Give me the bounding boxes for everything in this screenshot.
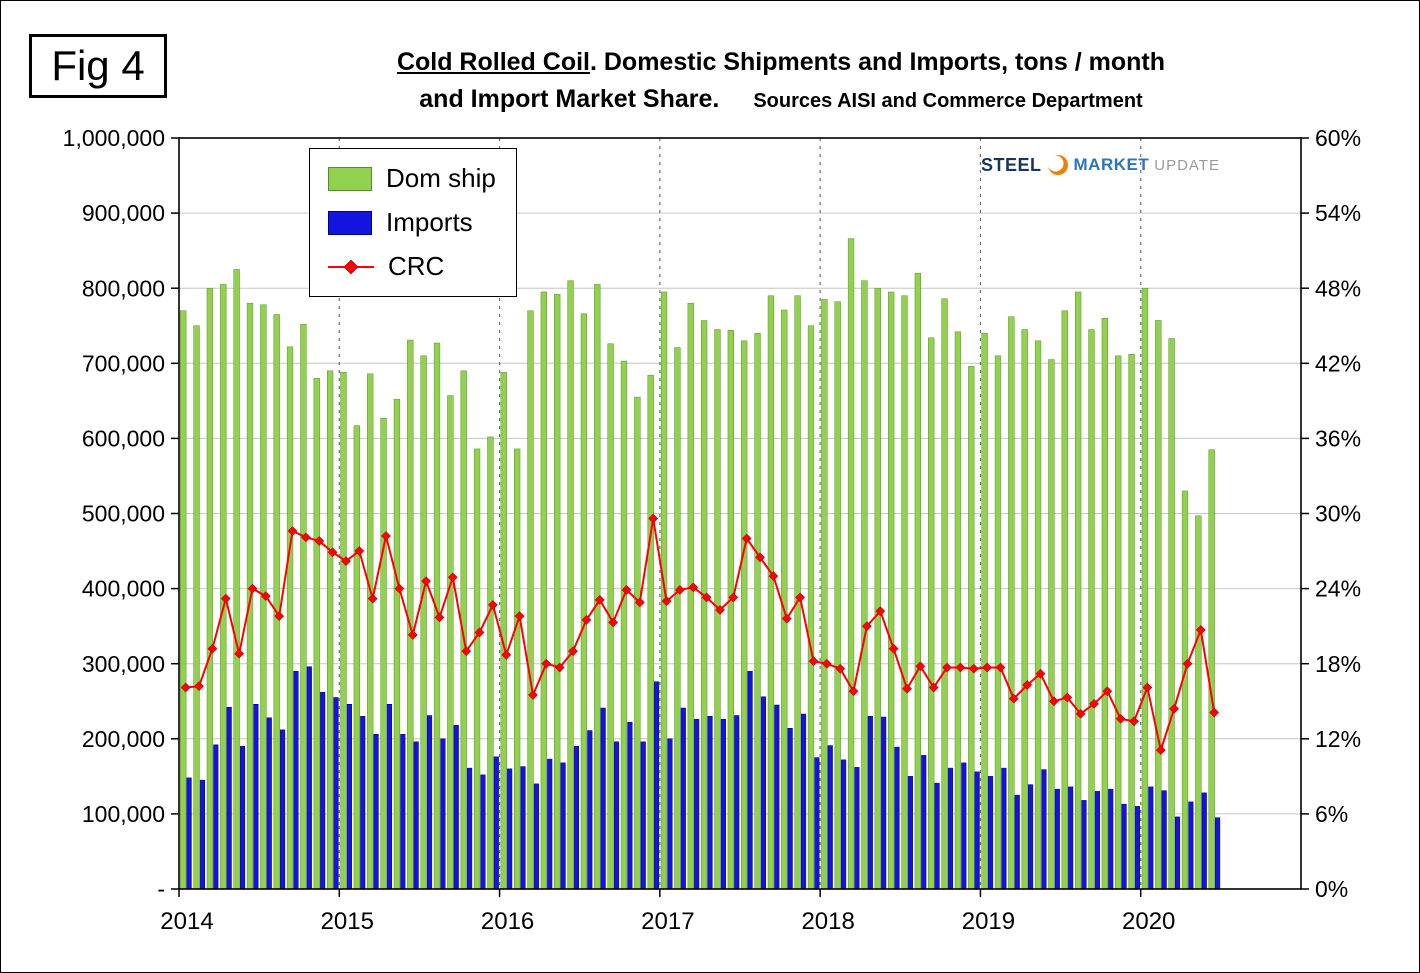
svg-text:2015: 2015 [321,908,374,935]
svg-text:2018: 2018 [801,908,854,935]
svg-text:0%: 0% [1315,876,1348,902]
svg-text:24%: 24% [1315,576,1361,602]
x-axis-labels: 2014 2015 2016 2017 2018 2019 2020 [160,889,1175,935]
figure-label: Fig 4 [51,42,145,89]
legend-label-dom-ship: Dom ship [386,163,496,193]
svg-text:54%: 54% [1315,200,1361,226]
logo-swoosh-icon [1047,155,1068,175]
legend-label-imports: Imports [386,207,473,237]
crc-markers [180,513,1220,756]
smu-logo: STEEL MARKET UPDATE [981,153,1220,177]
logo-update-text: UPDATE [1154,156,1220,174]
svg-text:100,000: 100,000 [82,801,165,827]
svg-text:2020: 2020 [1122,908,1175,935]
svg-text:200,000: 200,000 [82,726,165,752]
legend-item-crc: CRC [328,251,496,282]
svg-text:900,000: 900,000 [82,200,165,226]
chart-subtitle: and Import Market Share. [419,85,720,114]
logo-steel-text: STEEL [981,154,1042,175]
chart-legend: Dom ship Imports CRC [309,148,517,297]
plot-border [178,137,1302,890]
svg-text:2019: 2019 [962,908,1015,935]
figure-label-box: Fig 4 [29,34,167,98]
chart-title-rest: . Domestic Shipments and Imports, tons /… [589,48,1166,76]
svg-text:400,000: 400,000 [82,576,165,602]
svg-text:42%: 42% [1315,350,1361,376]
svg-text:700,000: 700,000 [82,350,165,376]
right-axis-labels: 0% 6% 12% 18% 24% 30% 36% 42% 48% 54% 60% [1315,125,1361,902]
crc-line-marker-icon [328,259,374,274]
svg-text:800,000: 800,000 [82,275,165,301]
legend-label-crc: CRC [388,251,445,281]
svg-text:30%: 30% [1315,501,1361,527]
svg-text:18%: 18% [1315,651,1361,677]
svg-text:36%: 36% [1315,425,1361,451]
svg-text:600,000: 600,000 [82,425,165,451]
logo-market-text: MARKET [1073,155,1150,174]
chart-sources: Sources AISI and Commerce Department [753,90,1143,113]
dom-ship-swatch [328,166,372,191]
imports-swatch [328,210,372,235]
chart-title-underlined: Cold Rolled Coil [396,48,590,76]
legend-item-dom-ship: Dom ship [328,163,496,194]
svg-text:48%: 48% [1315,275,1361,301]
svg-text:500,000: 500,000 [82,501,165,527]
svg-text:60%: 60% [1315,125,1361,151]
crc-line [185,518,1216,754]
svg-text:-: - [157,876,165,902]
svg-text:300,000: 300,000 [82,651,165,677]
chart-title: Cold Rolled Coil. Domestic Shipments and… [181,47,1381,116]
svg-text:12%: 12% [1315,726,1361,752]
svg-text:6%: 6% [1315,801,1348,827]
left-axis-labels: - 100,000 200,000 300,000 400,000 500,000 600,… [63,125,165,902]
svg-text:2016: 2016 [481,908,534,935]
svg-text:2014: 2014 [160,908,213,935]
svg-text:2017: 2017 [641,908,694,935]
legend-item-imports: Imports [328,207,496,238]
chart-title-line1: Cold Rolled Coil. Domestic Shipments and… [181,47,1381,78]
svg-text:1,000,000: 1,000,000 [63,125,165,151]
year-gridlines [338,138,1142,889]
chart-title-line2: and Import Market Share. Sources AISI and… [181,84,1381,115]
